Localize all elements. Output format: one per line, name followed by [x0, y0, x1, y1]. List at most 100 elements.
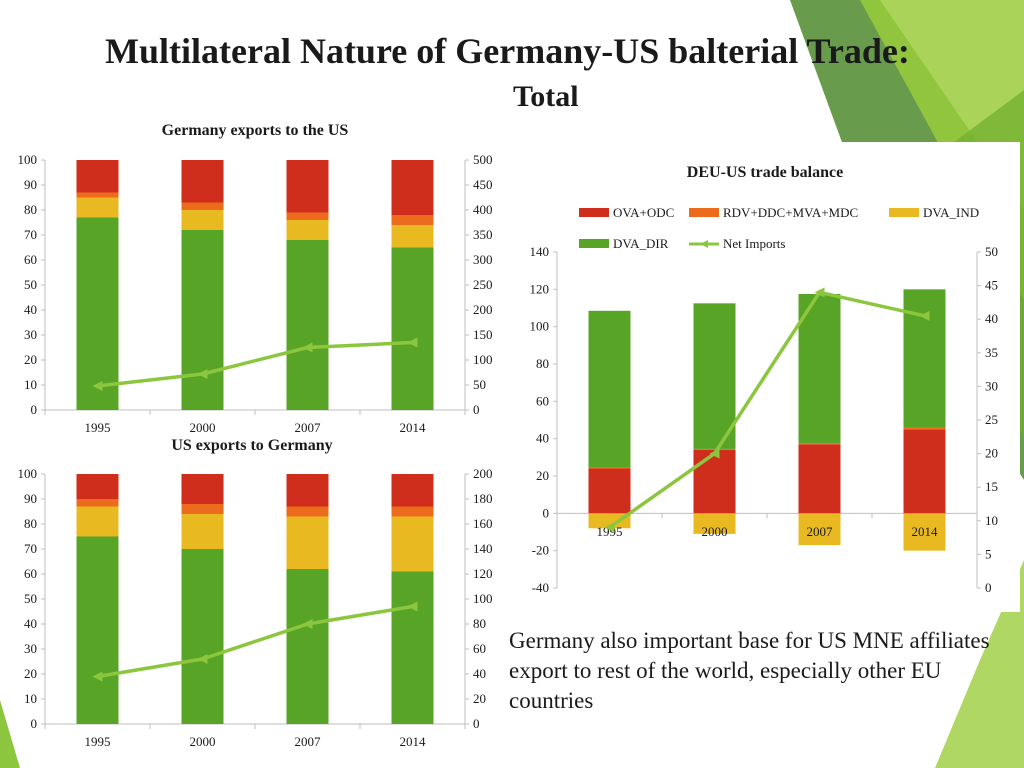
x-tick-label: 2014 — [400, 420, 427, 435]
line-point-marker — [407, 601, 418, 612]
x-tick-label: 2007 — [807, 524, 834, 539]
y2-tick-label: 20 — [473, 691, 486, 706]
y2-tick-label: 120 — [473, 566, 493, 581]
bar-segment-s0 — [76, 536, 119, 724]
x-tick-label: 2014 — [400, 734, 427, 749]
y-tick-label: 90 — [24, 491, 37, 506]
x-tick-label: 2014 — [912, 524, 939, 539]
line-point-marker — [604, 522, 615, 533]
legend-swatch-dva-dir — [579, 239, 609, 248]
y-tick-label: 40 — [536, 431, 549, 446]
x-tick-label: 1995 — [597, 524, 623, 539]
y2-tick-label: 100 — [473, 591, 493, 606]
x-tick-label: 1995 — [85, 734, 111, 749]
y-tick-label: 10 — [24, 691, 37, 706]
y-tick-label: 100 — [530, 319, 550, 334]
bar-segment-s3 — [181, 160, 224, 203]
bar-segment-s3 — [76, 160, 119, 193]
chart-germany-exports: Germany exports to the US 0 10 20 30 40 50 60 70… — [18, 122, 493, 435]
line-point-marker — [919, 310, 930, 321]
y-tick-label: 70 — [24, 541, 37, 556]
legend-swatch-dva-ind — [889, 208, 919, 217]
y2-tick-label: 15 — [985, 479, 998, 494]
bar-segment-s2 — [181, 202, 224, 210]
net-line — [97, 604, 413, 679]
line-point-marker — [92, 381, 103, 391]
legend-label-ova-odc: OVA+ODC — [613, 205, 674, 220]
x-tick-label: 2007 — [295, 420, 322, 435]
bar-segment-dva-dir — [798, 294, 841, 444]
y-tick-label: 0 — [543, 505, 550, 520]
bar-segment-s3 — [181, 474, 224, 504]
net-line — [97, 340, 413, 388]
y2-tick-label: 500 — [473, 152, 493, 167]
y-tick-label: -40 — [532, 580, 549, 595]
bar-segment-s1 — [391, 516, 434, 572]
bar-segment-s2 — [286, 506, 329, 517]
legend-label-dva-ind: DVA_IND — [923, 205, 979, 220]
bar-segment-rdv-ddc-mva-mdc — [903, 427, 946, 430]
y-tick-label: 30 — [24, 327, 37, 342]
bar-segment-s2 — [391, 506, 434, 517]
y2-tick-label: 5 — [985, 546, 992, 561]
y-tick-label: 0 — [31, 716, 38, 731]
y-tick-label: 10 — [24, 377, 37, 392]
bar-segment-s3 — [76, 474, 119, 499]
y-tick-label: 60 — [24, 566, 37, 581]
x-tick-label: 2000 — [702, 524, 728, 539]
net-line — [608, 290, 925, 529]
bar-segment-s1 — [76, 506, 119, 537]
bar-segment-s1 — [286, 220, 329, 240]
y2-tick-label: 10 — [985, 513, 998, 528]
bar-segment-s1 — [76, 197, 119, 218]
bar-segment-s0 — [286, 569, 329, 724]
bar-segment-s2 — [76, 499, 119, 507]
bar-segment-s1 — [181, 514, 224, 549]
line-point-marker — [302, 619, 313, 629]
y-tick-label: 120 — [530, 281, 550, 296]
y-tick-label: 40 — [24, 616, 37, 631]
y2-tick-label: 100 — [473, 352, 493, 367]
y-tick-label: 140 — [530, 244, 550, 259]
bar-segment-ova-odc — [798, 444, 841, 514]
y-tick-label: 20 — [24, 352, 37, 367]
bar-segment-dva-ind — [693, 513, 736, 534]
x-tick-label: 2000 — [190, 420, 216, 435]
y-tick-label: 50 — [24, 591, 37, 606]
bar-segment-s3 — [391, 474, 434, 507]
bar-segment-dva-dir — [588, 310, 631, 468]
x-tick-label: 2000 — [190, 734, 216, 749]
slide-title: Multilateral Nature of Germany-US balter… — [105, 31, 910, 71]
y2-tick-label: 20 — [985, 446, 998, 461]
legend-swatch-ova-odc — [579, 208, 609, 217]
y2-tick-label: 150 — [473, 327, 493, 342]
legend-label-dva-dir: DVA_DIR — [613, 236, 669, 251]
y2-tick-label: 250 — [473, 277, 493, 292]
legend-label-rdv-ddc-mva-mdc: RDV+DDC+MVA+MDC — [723, 205, 858, 220]
chart-us-exports: US exports to Germany 0 10 20 30 40 50 60 70 80 90… — [18, 437, 493, 749]
line-point-marker — [197, 654, 208, 664]
slide-subtitle: Total — [513, 80, 579, 113]
y-tick-label: 0 — [31, 402, 38, 417]
x-tick-label: 2007 — [295, 734, 322, 749]
y-tick-label: -20 — [532, 543, 549, 558]
line-point-marker — [814, 287, 825, 298]
bar-segment-dva-ind — [798, 513, 841, 546]
y2-tick-label: 50 — [985, 244, 998, 259]
bar-segment-s0 — [181, 549, 224, 724]
slide-caption: Germany also important base for US MNE a… — [509, 628, 990, 713]
bar-segment-s3 — [286, 474, 329, 507]
bar-segment-rdv-ddc-mva-mdc — [588, 467, 631, 469]
line-point-marker — [302, 342, 313, 353]
line-point-marker — [92, 671, 103, 682]
y-tick-label: 80 — [24, 516, 37, 531]
bar-segment-s1 — [391, 225, 434, 248]
y2-tick-label: 25 — [985, 412, 998, 427]
y2-tick-label: 0 — [473, 716, 480, 731]
y-tick-label: 30 — [24, 641, 37, 656]
y-tick-label: 20 — [536, 468, 549, 483]
y2-tick-label: 30 — [985, 378, 998, 393]
y-tick-label: 40 — [24, 302, 37, 317]
bar-segment-dva-ind — [903, 513, 946, 551]
chart-title: Germany exports to the US — [162, 122, 349, 139]
